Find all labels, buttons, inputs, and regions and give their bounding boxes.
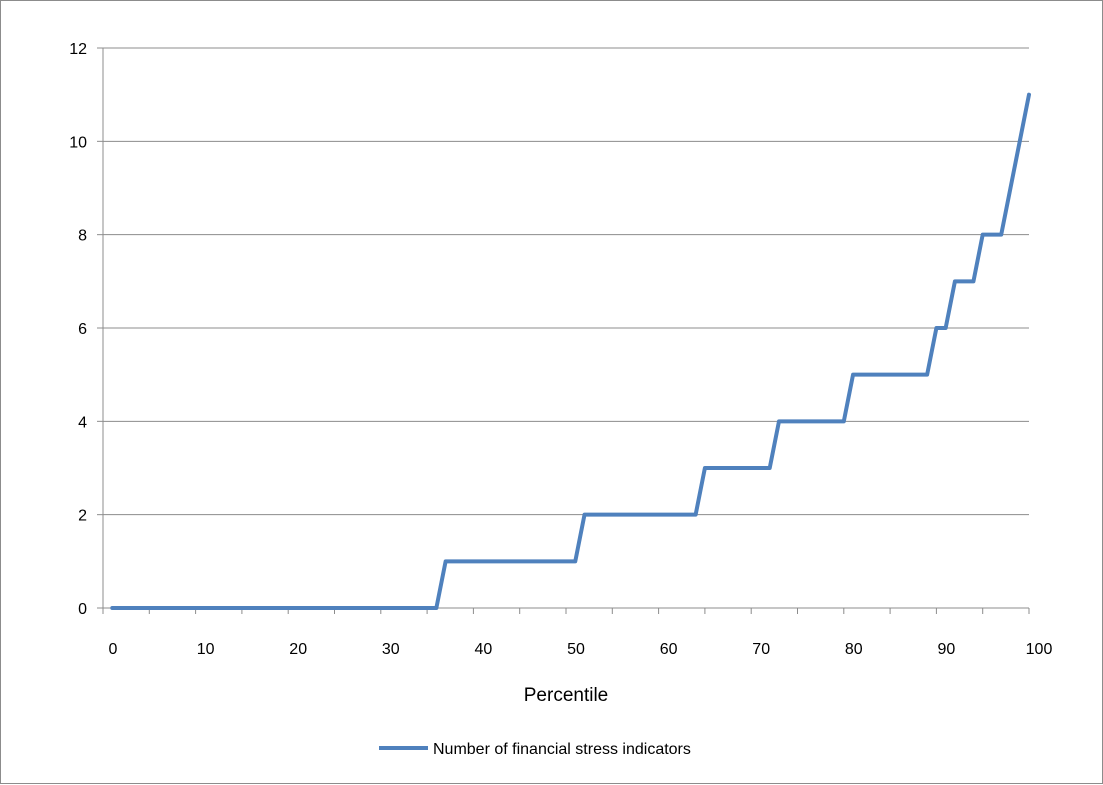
axes: 0 2 4 6 8 10 12 0 10 20 30 40 50 60 70 80 90 100: [69, 41, 1052, 658]
y-tick-label: 8: [78, 228, 87, 245]
x-tick-label: 80: [845, 641, 863, 658]
x-tick-label: 0: [109, 641, 118, 658]
y-tick-label: 10: [69, 134, 87, 151]
y-tick-label: 4: [78, 414, 87, 431]
x-tick-label: 30: [382, 641, 400, 658]
series-layer: [110, 92, 1031, 610]
y-tick-label: 0: [78, 601, 87, 618]
x-tick-label: 50: [567, 641, 585, 658]
x-tick-label: 20: [289, 641, 307, 658]
y-tick-label: 2: [78, 508, 87, 525]
legend-label: Number of financial stress indicators: [433, 741, 691, 758]
x-tick-label: 40: [475, 641, 493, 658]
x-tick-label: 10: [197, 641, 215, 658]
x-tick-label: 60: [660, 641, 678, 658]
x-axis-title: Percentile: [524, 685, 609, 706]
x-tick-label: 100: [1026, 641, 1053, 658]
y-tick-label: 6: [78, 321, 87, 338]
x-tick-label: 90: [938, 641, 956, 658]
series-line-0: [110, 92, 1031, 610]
legend: Number of financial stress indicators: [379, 741, 691, 758]
y-tick-label: 12: [69, 41, 87, 58]
x-tick-label: 70: [752, 641, 770, 658]
gridlines: [103, 47, 1029, 516]
